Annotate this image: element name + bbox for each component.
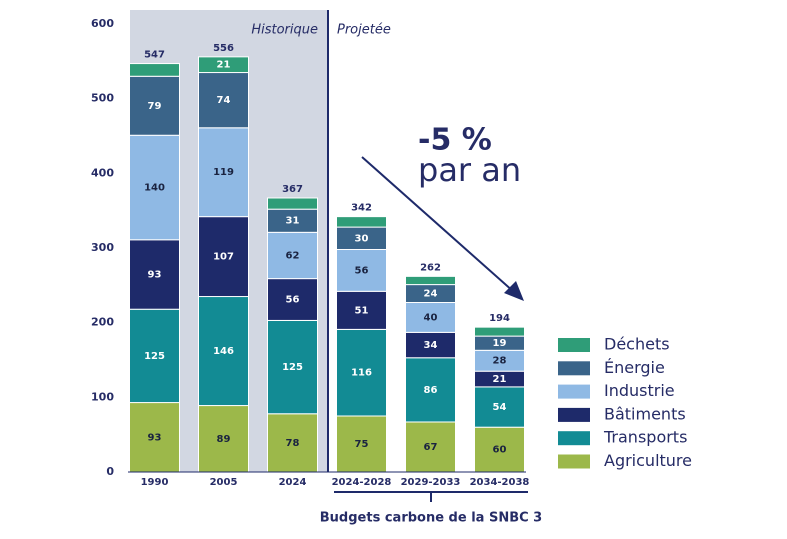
total-label: 342 — [351, 203, 372, 214]
bracket-label: Budgets carbone de la SNBC 3 — [320, 511, 542, 526]
rate-unit: par an — [418, 151, 521, 189]
y-tick-label: 600 — [91, 17, 114, 30]
total-label: 556 — [213, 43, 234, 54]
bar-segment — [267, 278, 318, 321]
value-label: 119 — [213, 167, 234, 178]
value-label: 116 — [351, 368, 372, 379]
value-label: 24 — [424, 289, 438, 300]
bar-segment — [129, 308, 180, 404]
arrow-head — [504, 281, 524, 301]
value-label: 125 — [144, 351, 165, 362]
value-label: 60 — [493, 445, 507, 456]
value-label: 40 — [424, 312, 438, 323]
value-label: 86 — [424, 385, 438, 396]
x-tick-label: 2034-2038 — [470, 477, 530, 488]
value-label: 93 — [148, 432, 162, 443]
x-tick-label: 1990 — [141, 477, 169, 488]
legend-swatch — [558, 384, 590, 399]
value-label: 30 — [355, 233, 369, 244]
bar-segment — [405, 421, 456, 473]
legend-swatch — [558, 361, 590, 376]
bar-segment — [198, 72, 249, 129]
y-tick-label: 100 — [91, 390, 114, 403]
value-label: 93 — [148, 270, 162, 281]
bar-segment — [129, 402, 180, 473]
value-label: 56 — [286, 295, 300, 306]
legend-label: Déchets — [604, 335, 670, 354]
bar-segment — [129, 134, 180, 241]
total-label: 194 — [489, 313, 510, 324]
x-tick-label: 2029-2033 — [401, 477, 461, 488]
value-label: 21 — [217, 60, 231, 71]
bar-segment — [198, 127, 249, 218]
bar-segment — [336, 248, 387, 292]
legend-label: Énergie — [604, 358, 665, 377]
legend-label: Agriculture — [604, 451, 692, 470]
value-label: 34 — [424, 340, 438, 351]
value-label: 140 — [144, 183, 165, 194]
bar-segment — [336, 290, 387, 330]
bar-segment — [405, 275, 456, 286]
legend-label: Industrie — [604, 381, 675, 400]
legend-label: Bâtiments — [604, 404, 686, 423]
value-label: 28 — [493, 356, 507, 367]
value-label: 89 — [217, 434, 231, 445]
value-label: 19 — [493, 338, 507, 349]
bar-segment — [336, 415, 387, 473]
value-label: 146 — [213, 346, 234, 357]
value-label: 67 — [424, 442, 438, 453]
x-tick-label: 2005 — [210, 477, 238, 488]
value-label: 78 — [286, 438, 300, 449]
bar-segment — [336, 216, 387, 228]
bar-segment — [198, 56, 249, 74]
total-label: 367 — [282, 184, 303, 195]
bar-segment — [129, 63, 180, 77]
bar-segment — [267, 413, 318, 473]
projected-label: Projetée — [337, 23, 391, 38]
bar-segment — [129, 239, 180, 310]
x-tick-label: 2024-2028 — [332, 477, 392, 488]
y-tick-label: 500 — [91, 92, 114, 105]
value-label: 51 — [355, 305, 369, 316]
y-tick-label: 300 — [91, 241, 114, 254]
value-label: 79 — [148, 101, 162, 112]
value-label: 107 — [213, 252, 234, 263]
bar-segment — [267, 197, 318, 210]
historic-label: Historique — [251, 23, 318, 38]
legend-swatch — [558, 431, 590, 446]
bracket — [334, 491, 528, 502]
legend-swatch — [558, 338, 590, 352]
y-tick-label: 200 — [91, 316, 114, 329]
x-tick-label: 2024 — [279, 477, 307, 488]
legend-swatch — [558, 407, 590, 422]
value-label: 74 — [217, 95, 231, 106]
value-label: 56 — [355, 265, 369, 276]
bar-segment — [336, 328, 387, 417]
bar-segment — [267, 319, 318, 415]
rate-label: -5 % — [418, 123, 492, 158]
value-label: 31 — [286, 216, 300, 227]
value-label: 62 — [286, 250, 300, 261]
y-tick-label: 400 — [91, 166, 114, 179]
y-tick-label: 0 — [106, 465, 114, 478]
trend-arrow — [361, 156, 515, 293]
value-label: 75 — [355, 439, 369, 450]
value-label: 54 — [493, 402, 507, 413]
total-label: 262 — [420, 262, 441, 273]
bar-segment — [474, 326, 525, 337]
bar-segment — [129, 75, 180, 136]
bar-segment — [405, 331, 456, 359]
bar-segment — [198, 216, 249, 298]
legend-label: Transports — [603, 428, 687, 447]
value-label: 21 — [493, 374, 507, 385]
total-label: 547 — [144, 50, 165, 61]
legend-swatch — [558, 454, 590, 469]
value-label: 125 — [282, 362, 303, 373]
